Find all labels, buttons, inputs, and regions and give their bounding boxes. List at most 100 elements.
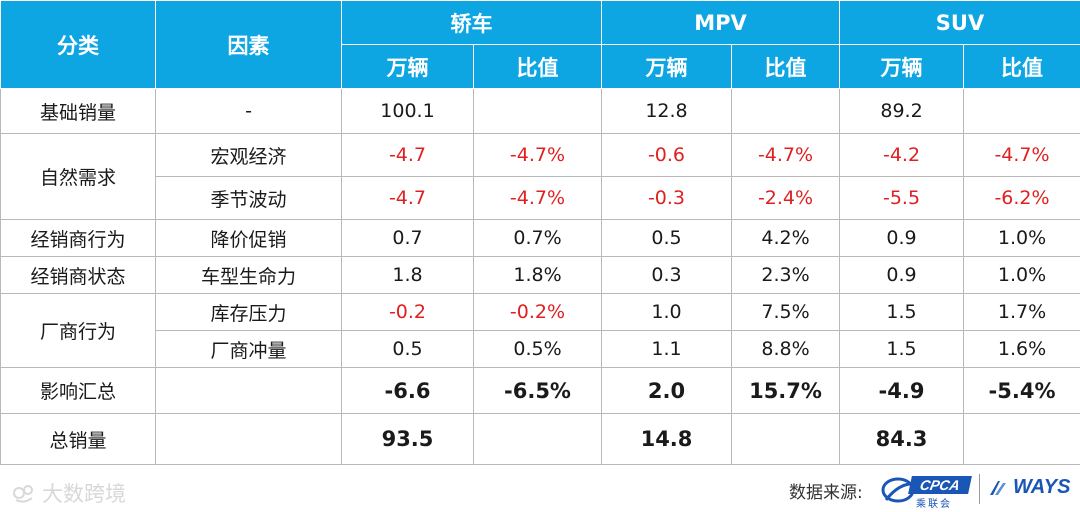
cell-value: -4.7%: [730, 133, 841, 177]
table-row-summary: 影响汇总 -6.6 -6.5% 2.0 15.7% -4.9 -5.4%: [0, 367, 1080, 414]
data-table: 分类 因素 轿车 MPV SUV 万辆 比值 万辆 比值 万辆 比值 基础销量 …: [0, 0, 1080, 465]
watermark-text: 大数跨境: [42, 482, 126, 506]
cell-value: 93.5: [341, 413, 474, 465]
cell-value: -5.5: [839, 176, 965, 220]
table-row: 经销商行为 降价促销 0.7 0.7% 0.5 4.2% 0.9 1.0%: [0, 219, 1080, 257]
cell-value: -0.3: [601, 176, 732, 220]
cell-value: 84.3: [839, 413, 965, 465]
table-row: 厂商冲量 0.5 0.5% 1.1 8.8% 1.5 1.6%: [1, 330, 1080, 368]
cell-value: [730, 88, 841, 134]
cell-value: 12.8: [601, 88, 732, 134]
cell-category: 影响汇总: [0, 367, 156, 414]
cell-value: 0.7%: [473, 219, 602, 257]
header-sedan-ratio: 比值: [473, 44, 602, 89]
cell-value: -4.9: [839, 367, 965, 414]
cell-value: 0.7: [341, 219, 474, 257]
cell-factor: 宏观经济: [155, 133, 342, 177]
cell-value: -6.2%: [963, 176, 1080, 220]
table-row: 基础销量 - 100.1 12.8 89.2: [0, 88, 1080, 134]
cell-value: 0.3: [601, 256, 732, 294]
header-suv-units: 万辆: [839, 44, 965, 89]
logo-divider: [979, 474, 980, 504]
header-mpv-units: 万辆: [601, 44, 732, 89]
cell-value: -4.7%: [963, 133, 1080, 177]
cell-factor: [155, 413, 342, 465]
cell-value: 1.5: [839, 293, 965, 331]
cell-value: 2.3%: [730, 256, 841, 294]
cell-value: -6.6: [341, 367, 474, 414]
cell-value: -4.7%: [473, 133, 602, 177]
cell-value: -0.2%: [473, 293, 602, 331]
header-category: 分类: [0, 0, 156, 89]
header-group-sedan: 轿车: [341, 0, 602, 45]
table-row: 厂商行为 库存压力 -0.2 -0.2% 1.0 7.5% 1.5 1.7%: [0, 293, 1080, 368]
cell-value: 1.8%: [473, 256, 602, 294]
cell-value: 0.9: [839, 219, 965, 257]
cell-value: [963, 88, 1080, 134]
header-mpv-ratio: 比值: [730, 44, 841, 89]
cell-value: 8.8%: [730, 330, 841, 368]
ways-logo: WAYS: [988, 476, 1070, 499]
cell-value: 1.7%: [963, 293, 1080, 331]
cell-value: -4.7: [341, 133, 474, 177]
cell-factor: 季节波动: [155, 176, 342, 220]
cell-value: [963, 413, 1080, 465]
cell-value: -6.5%: [473, 367, 602, 414]
cell-factor: -: [155, 88, 342, 134]
cell-value: -2.4%: [730, 176, 841, 220]
cell-value: 1.8: [341, 256, 474, 294]
watermark-logo-icon: [13, 485, 33, 503]
header-group-mpv: MPV: [600, 0, 841, 45]
header-sedan-units: 万辆: [341, 44, 474, 89]
cell-value: -4.2: [839, 133, 965, 177]
ways-logo-text: WAYS: [1013, 476, 1071, 498]
header-factor: 因素: [155, 0, 342, 89]
cell-factor: 降价促销: [155, 219, 342, 257]
header-suv-ratio: 比值: [963, 44, 1080, 89]
cell-value: 0.5%: [473, 330, 602, 368]
cell-factor: 厂商冲量: [155, 330, 342, 368]
watermark: 大数跨境: [12, 478, 126, 508]
header-group-suv: SUV: [839, 0, 1080, 45]
cell-value: 1.5: [839, 330, 965, 368]
cpca-logo-text: CPCA: [908, 476, 972, 494]
cell-factor: [155, 367, 342, 414]
cell-factor: 车型生命力: [155, 256, 342, 294]
cell-value: 100.1: [341, 88, 474, 134]
cell-value: 1.6%: [963, 330, 1080, 368]
cell-value: 1.0: [601, 293, 732, 331]
cell-value: 0.9: [839, 256, 965, 294]
cell-value: -0.6: [601, 133, 732, 177]
table-row: 季节波动 -4.7 -4.7% -0.3 -2.4% -5.5 -6.2%: [1, 176, 1080, 220]
cell-value: -0.2: [341, 293, 474, 331]
cell-value: -4.7: [341, 176, 474, 220]
cell-category: 厂商行为: [0, 293, 156, 368]
cpca-sub-text: 乘联会: [916, 499, 952, 510]
table-row-total: 总销量 93.5 14.8 84.3: [0, 413, 1080, 465]
table-row: 经销商状态 车型生命力 1.8 1.8% 0.3 2.3% 0.9 1.0%: [0, 256, 1080, 294]
cell-category: 自然需求: [0, 133, 156, 220]
cell-value: 4.2%: [730, 219, 841, 257]
cell-value: 0.5: [341, 330, 474, 368]
cell-category: 基础销量: [0, 88, 156, 134]
cell-value: [473, 88, 602, 134]
cell-value: 1.0%: [963, 219, 1080, 257]
cpca-logo: CPCA 乘联会: [880, 474, 972, 510]
cell-category: 经销商行为: [0, 219, 156, 257]
cell-value: 7.5%: [730, 293, 841, 331]
cell-value: 15.7%: [730, 367, 841, 414]
cell-value: 0.5: [601, 219, 732, 257]
cell-value: -4.7%: [473, 176, 602, 220]
cell-value: [730, 413, 841, 465]
cell-category: 总销量: [0, 413, 156, 465]
cell-value: 2.0: [601, 367, 732, 414]
cell-value: [473, 413, 602, 465]
table-row: 自然需求 宏观经济 -4.7 -4.7% -0.6 -4.7% -4.2 -4.…: [0, 133, 1080, 220]
footer: 大数跨境 数据来源: CPCA 乘联会 WAYS: [0, 464, 1080, 512]
cell-value: 89.2: [839, 88, 965, 134]
cell-value: 14.8: [601, 413, 732, 465]
cell-factor: 库存压力: [155, 293, 342, 331]
cell-value: 1.1: [601, 330, 732, 368]
cell-value: -5.4%: [963, 367, 1080, 414]
cell-value: 1.0%: [963, 256, 1080, 294]
